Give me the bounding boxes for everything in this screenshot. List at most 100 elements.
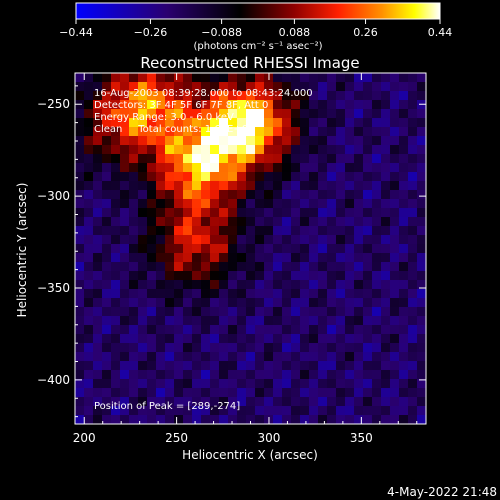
heatmap-cell <box>399 289 409 299</box>
heatmap-cell <box>381 262 391 272</box>
heatmap-cell <box>174 145 184 155</box>
heatmap-cell <box>102 127 112 137</box>
heatmap-cell <box>84 190 94 200</box>
heatmap-cell <box>102 109 112 119</box>
heatmap-cell <box>210 127 220 137</box>
heatmap-cell <box>129 316 139 326</box>
heatmap-cell <box>219 235 229 245</box>
heatmap-cell <box>336 244 346 254</box>
heatmap-cell <box>102 379 112 389</box>
heatmap-cell <box>210 82 220 92</box>
heatmap-cell <box>255 109 265 119</box>
heatmap-cell <box>372 190 382 200</box>
heatmap-cell <box>282 379 292 389</box>
heatmap-cell <box>345 253 355 263</box>
heatmap-cell <box>408 361 418 371</box>
heatmap-cell <box>129 415 139 425</box>
heatmap-cell <box>93 244 103 254</box>
heatmap-cell <box>273 370 283 380</box>
heatmap-cell <box>354 145 364 155</box>
heatmap-cell <box>282 73 292 83</box>
heatmap-cell <box>246 208 256 218</box>
heatmap-cell <box>363 199 373 209</box>
heatmap-cell <box>327 118 337 128</box>
heatmap-cell <box>138 100 148 110</box>
heatmap-cell <box>327 415 337 425</box>
heatmap-cell <box>201 352 211 362</box>
heatmap-cell <box>372 127 382 137</box>
heatmap-cell <box>246 316 256 326</box>
heatmap-cell <box>336 154 346 164</box>
heatmap-cell <box>354 415 364 425</box>
heatmap-cell <box>372 361 382 371</box>
heatmap-cell <box>228 253 238 263</box>
heatmap-cell <box>399 244 409 254</box>
heatmap-cell <box>264 118 274 128</box>
heatmap-cell <box>228 244 238 254</box>
heatmap-cell <box>300 181 310 191</box>
heatmap-cell <box>372 325 382 335</box>
y-tick-label: −250 <box>37 97 70 111</box>
heatmap-cell <box>390 226 400 236</box>
heatmap-cell <box>336 91 346 101</box>
heatmap-cell <box>192 280 202 290</box>
colorbar-tick-label: 0.26 <box>353 26 378 39</box>
heatmap-cell <box>174 271 184 281</box>
heatmap-cell <box>165 379 175 389</box>
heatmap-cell <box>174 127 184 137</box>
heatmap-cell <box>93 298 103 308</box>
heatmap-cell <box>75 298 85 308</box>
heatmap-cell <box>138 244 148 254</box>
heatmap-cell <box>381 235 391 245</box>
heatmap-cell <box>93 217 103 227</box>
heatmap-cell <box>246 109 256 119</box>
heatmap-cell <box>282 127 292 137</box>
heatmap-cell <box>372 334 382 344</box>
heatmap-cell <box>129 361 139 371</box>
heatmap-cell <box>237 226 247 236</box>
heatmap-cell <box>300 253 310 263</box>
heatmap-cell <box>138 73 148 83</box>
heatmap-cell <box>345 208 355 218</box>
heatmap-cell <box>228 100 238 110</box>
heatmap-cell <box>282 298 292 308</box>
heatmap-cell <box>174 361 184 371</box>
heatmap-cell <box>201 235 211 245</box>
heatmap-cell <box>372 280 382 290</box>
heatmap-cell <box>183 181 193 191</box>
heatmap-cell <box>156 316 166 326</box>
heatmap-cell <box>201 190 211 200</box>
heatmap-cell <box>381 343 391 353</box>
heatmap-cell <box>138 325 148 335</box>
heatmap-cell <box>129 271 139 281</box>
heatmap-cell <box>399 172 409 182</box>
heatmap-cell <box>174 91 184 101</box>
heatmap-cell <box>417 82 427 92</box>
heatmap-cell <box>174 136 184 146</box>
heatmap-cell <box>237 235 247 245</box>
heatmap-cell <box>417 91 427 101</box>
heatmap-cell <box>327 343 337 353</box>
heatmap-cell <box>156 172 166 182</box>
heatmap-cell <box>282 244 292 254</box>
heatmap-cell <box>228 316 238 326</box>
heatmap-cell <box>381 136 391 146</box>
heatmap-cell <box>93 343 103 353</box>
heatmap-cell <box>246 91 256 101</box>
heatmap-cell <box>381 388 391 398</box>
heatmap-cell <box>381 334 391 344</box>
annotation-clean: Clean Total counts: 1.62E+04 <box>94 124 254 135</box>
heatmap-cell <box>165 316 175 326</box>
heatmap-cell <box>102 397 112 407</box>
heatmap-cell <box>111 271 121 281</box>
heatmap-cell <box>408 298 418 308</box>
heatmap-cell <box>219 199 229 209</box>
heatmap-cell <box>246 343 256 353</box>
heatmap-cell <box>282 316 292 326</box>
heatmap-cell <box>138 181 148 191</box>
heatmap-cell <box>390 361 400 371</box>
heatmap-cell <box>192 91 202 101</box>
heatmap-cell <box>174 190 184 200</box>
heatmap-cell <box>363 325 373 335</box>
heatmap-cell <box>75 91 85 101</box>
